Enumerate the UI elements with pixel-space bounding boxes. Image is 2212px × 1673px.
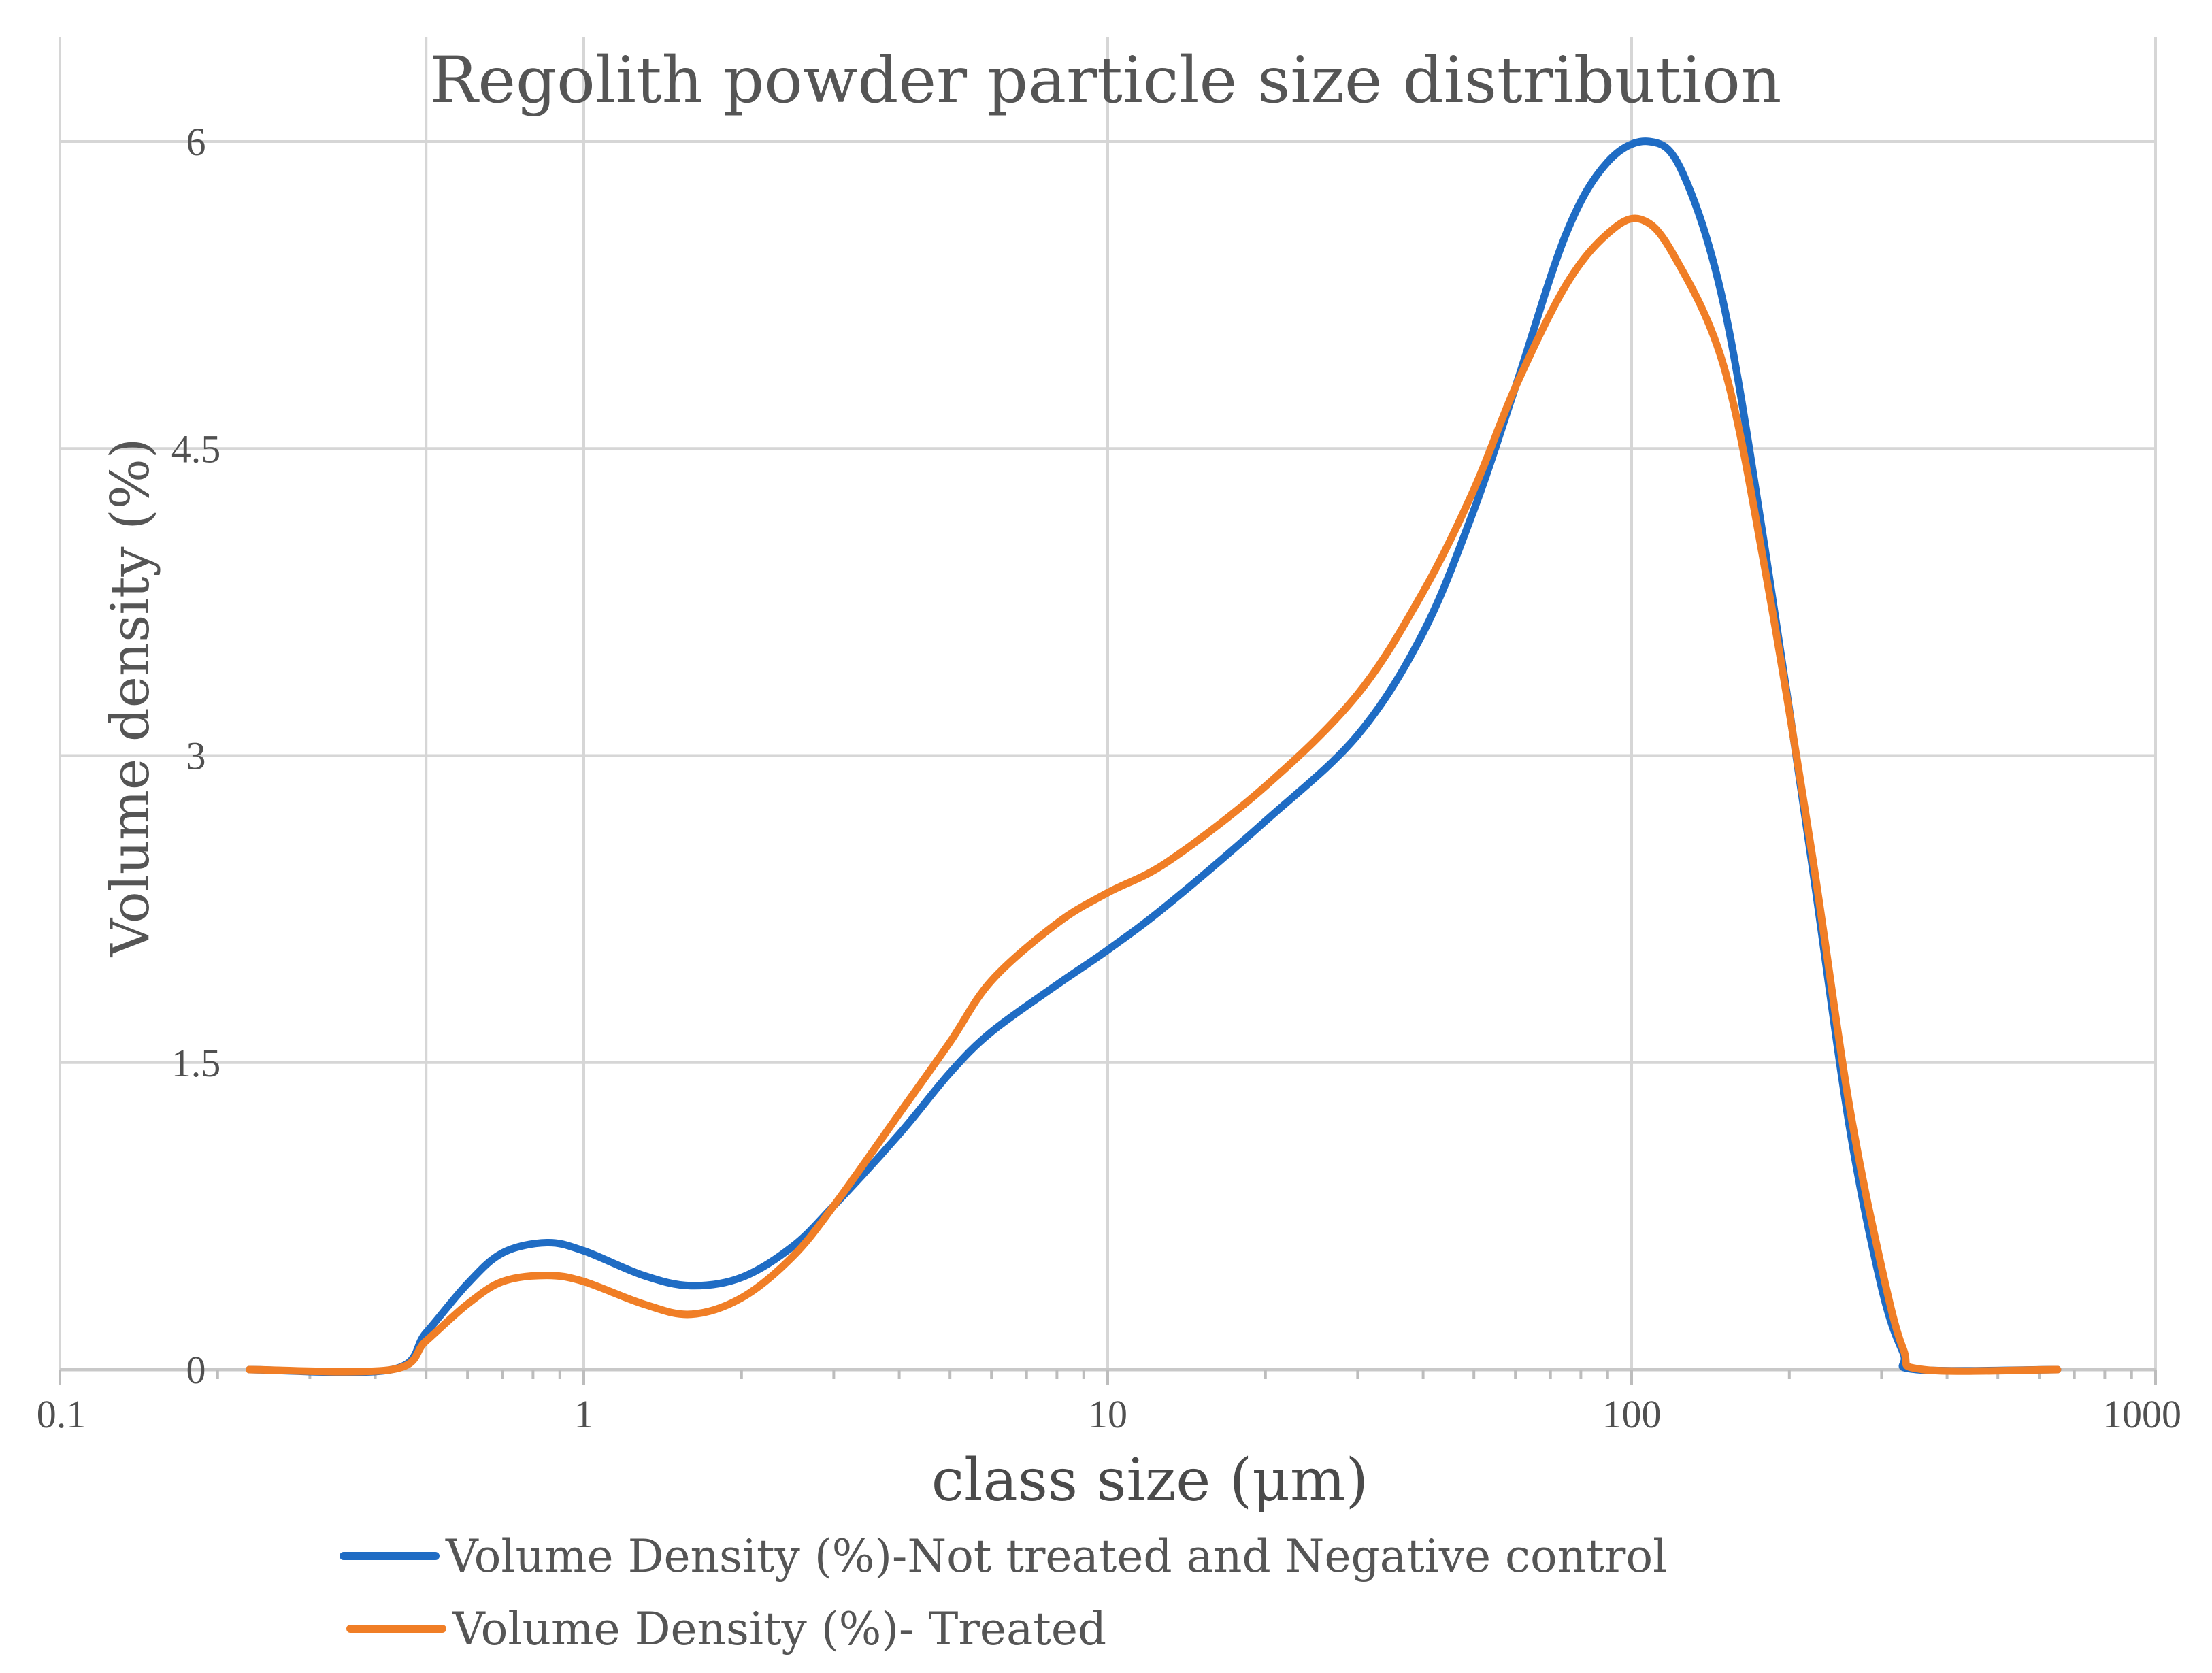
legend-label-treated: Volume Density (%)- Treated: [452, 1603, 1106, 1655]
x-axis-title: class size (μm): [931, 1446, 1368, 1514]
y-tick-label: 4.5: [171, 427, 221, 471]
y-tick-label: 6: [186, 120, 206, 164]
legend-label-not-treated: Volume Density (%)-Not treated and Negat…: [445, 1530, 1667, 1583]
series-line-treated: [246, 214, 2062, 1376]
axes: [59, 1368, 2157, 1385]
legend: Volume Density (%)-Not treated and Negat…: [340, 1530, 1667, 1655]
chart-title: Regolith powder particle size distributi…: [430, 44, 1782, 118]
series-lines: [246, 137, 2062, 1376]
x-tick-label: 1: [574, 1392, 594, 1436]
x-tick-label: 100: [1602, 1392, 1662, 1436]
tick-labels: 0 1.5 3 4.5 6 0.1 1 10 100 1000: [37, 120, 2181, 1436]
y-tick-label: 3: [186, 734, 206, 778]
x-tick-label: 10: [1088, 1392, 1127, 1436]
grid: [59, 37, 2157, 1370]
y-axis-title: Volume density (%): [100, 438, 161, 958]
x-tick-label: 0.1: [37, 1392, 86, 1436]
x-tick-label: 1000: [2102, 1392, 2181, 1436]
y-tick-label: 0: [186, 1348, 206, 1392]
y-tick-label: 1.5: [171, 1041, 221, 1085]
